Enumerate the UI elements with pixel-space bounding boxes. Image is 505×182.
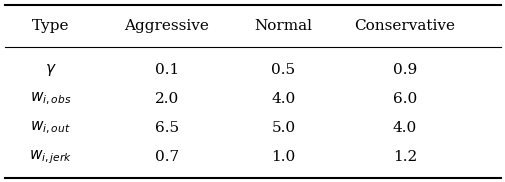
Text: $w_{i,out}$: $w_{i,out}$ [30, 120, 71, 136]
Text: $w_{i,jerk}$: $w_{i,jerk}$ [29, 149, 72, 166]
Text: 0.5: 0.5 [271, 63, 295, 77]
Text: 2.0: 2.0 [155, 92, 179, 106]
Text: 1.2: 1.2 [392, 151, 416, 164]
Text: Conservative: Conservative [354, 19, 454, 33]
Text: 0.1: 0.1 [155, 63, 179, 77]
Text: 0.9: 0.9 [392, 63, 416, 77]
Text: 1.0: 1.0 [271, 151, 295, 164]
Text: 5.0: 5.0 [271, 121, 295, 135]
Text: $w_{i,obs}$: $w_{i,obs}$ [30, 91, 71, 107]
Text: Type: Type [32, 19, 69, 33]
Text: 6.0: 6.0 [392, 92, 416, 106]
Text: Aggressive: Aggressive [124, 19, 209, 33]
Text: $\gamma$: $\gamma$ [44, 62, 57, 78]
Text: 4.0: 4.0 [392, 121, 416, 135]
Text: 4.0: 4.0 [271, 92, 295, 106]
Text: Normal: Normal [254, 19, 312, 33]
Text: 6.5: 6.5 [155, 121, 179, 135]
Text: 0.7: 0.7 [155, 151, 179, 164]
